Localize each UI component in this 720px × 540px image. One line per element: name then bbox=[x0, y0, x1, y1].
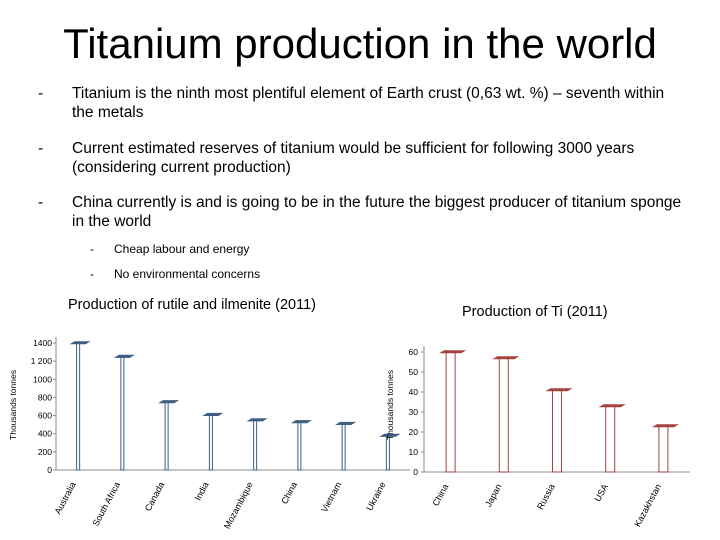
y-tick-label: 0 bbox=[47, 465, 52, 475]
bar bbox=[208, 414, 213, 471]
slide-title: Titanium production in the world bbox=[63, 20, 657, 67]
bar-cap bbox=[202, 412, 224, 416]
bar-cap bbox=[290, 420, 312, 424]
bullet-dash: - bbox=[38, 194, 44, 211]
category-label: India bbox=[193, 480, 211, 502]
chart-title-ti: Production of Ti (2011) bbox=[462, 304, 608, 320]
chart-title-rutile: Production of rutile and ilmenite (2011) bbox=[68, 297, 316, 313]
sub-bullet-dash: - bbox=[90, 267, 94, 281]
category-label: Australia bbox=[53, 480, 78, 516]
bar-cap bbox=[158, 400, 180, 404]
y-tick-label: 20 bbox=[409, 427, 419, 437]
sub-bullet-text: Cheap labour and energy bbox=[114, 242, 250, 256]
bar-cap bbox=[69, 341, 91, 345]
y-axis-label: Thousands tonnes bbox=[8, 370, 18, 440]
bar-cap bbox=[598, 404, 626, 408]
bullet-text: China currently is and is going to be in… bbox=[72, 194, 682, 230]
sub-bullet-text: No environmental concerns bbox=[114, 267, 261, 281]
bar bbox=[605, 405, 616, 473]
bar bbox=[445, 351, 456, 473]
bar bbox=[120, 356, 125, 471]
bar-cap bbox=[492, 356, 520, 360]
y-tick-label: 1400 bbox=[33, 338, 52, 348]
category-label: Japan bbox=[483, 482, 503, 508]
bar bbox=[341, 423, 346, 471]
category-label: USA bbox=[592, 482, 610, 503]
category-label: Vietnam bbox=[319, 480, 343, 514]
y-axis-label: Thousands tonnes bbox=[385, 370, 395, 440]
y-tick-label: 200 bbox=[38, 447, 52, 457]
bar-cap bbox=[545, 388, 573, 392]
bullet-text: Titanium is the ninth most plentiful ele… bbox=[72, 85, 665, 121]
category-label: Canada bbox=[143, 480, 167, 513]
bar-cap bbox=[335, 421, 357, 426]
bar bbox=[297, 421, 302, 471]
bar bbox=[658, 425, 669, 473]
category-label: Russia bbox=[535, 482, 557, 511]
category-label: Mozambique bbox=[222, 480, 255, 530]
y-tick-label: 600 bbox=[38, 411, 52, 421]
bar bbox=[498, 357, 509, 473]
bar bbox=[253, 419, 258, 471]
bar-cap bbox=[651, 424, 679, 428]
y-tick-label: 1000 bbox=[33, 374, 52, 384]
y-tick-label: 40 bbox=[409, 387, 419, 397]
category-label: China bbox=[279, 480, 299, 505]
bar-cap bbox=[439, 350, 467, 354]
bullet-dash: - bbox=[38, 85, 44, 102]
y-tick-label: 50 bbox=[409, 367, 419, 377]
bullet-dash: - bbox=[38, 140, 44, 157]
bar bbox=[76, 342, 81, 471]
sub-bullet-dash: - bbox=[90, 242, 94, 256]
bar-cap bbox=[113, 354, 135, 358]
bullet-text: Current estimated reserves of titanium w… bbox=[72, 140, 635, 176]
y-tick-label: 30 bbox=[409, 407, 419, 417]
bar-cap bbox=[379, 433, 401, 437]
bar bbox=[552, 389, 562, 473]
y-tick-label: 0 bbox=[413, 467, 418, 477]
bar-cap bbox=[246, 418, 268, 422]
category-label: Ukraine bbox=[364, 480, 387, 512]
y-tick-label: 10 bbox=[409, 447, 419, 457]
y-tick-label: 800 bbox=[38, 392, 52, 402]
category-label: South Africa bbox=[91, 480, 123, 528]
bar bbox=[164, 401, 169, 471]
y-tick-label: 1 200 bbox=[31, 356, 53, 366]
y-tick-label: 400 bbox=[38, 429, 52, 439]
y-tick-label: 60 bbox=[409, 347, 419, 357]
category-label: Kazakhstan bbox=[632, 482, 663, 528]
category-label: China bbox=[430, 482, 450, 507]
